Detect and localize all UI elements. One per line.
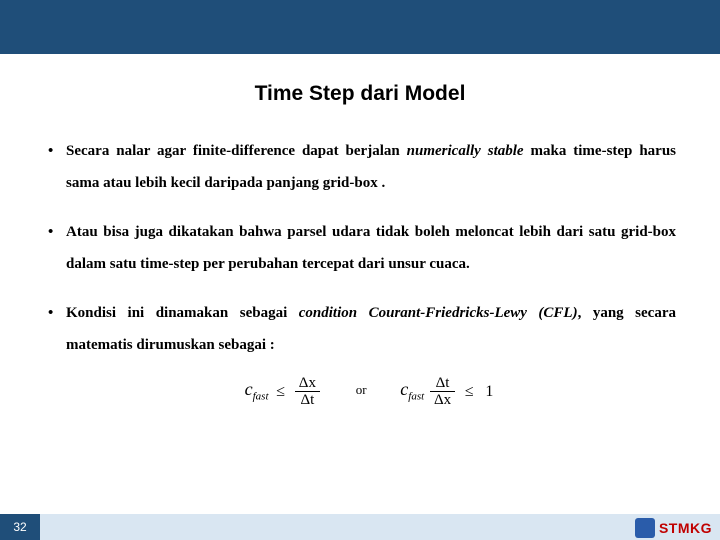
bullet-text-italic: condition Courant-Friedricks-Lewy (CFL) (299, 305, 578, 321)
formula-frac: Δx Δt (295, 375, 320, 409)
logo-badge-icon (635, 518, 655, 538)
cfl-formula: cfast ≤ Δx Δt or cfast Δt Δx (66, 371, 676, 409)
formula-rel: ≤ (465, 375, 474, 409)
bullet-text-pre: Secara nalar agar finite-difference dapa… (66, 143, 407, 159)
header-bar (0, 0, 720, 54)
formula-rel: ≤ (276, 375, 285, 409)
formula-connector: or (356, 376, 367, 403)
slide: Time Step dari Model Secara nalar agar f… (0, 0, 720, 540)
bullet-item: Secara nalar agar finite-difference dapa… (44, 136, 676, 199)
formula-frac: Δt Δx (430, 375, 455, 409)
formula-right: cfast Δt Δx ≤ 1 (400, 371, 497, 409)
formula-var: cfast (245, 379, 269, 399)
page-number: 32 (0, 514, 40, 540)
formula-den: Δx (430, 392, 455, 409)
slide-title: Time Step dari Model (0, 82, 720, 106)
formula-den: Δt (295, 392, 320, 409)
bullet-text-pre: Atau bisa juga dikatakan bahwa parsel ud… (66, 224, 676, 272)
footer-logo: STMKG (635, 518, 712, 538)
formula-rhs: 1 (485, 375, 493, 409)
formula-var: cfast (400, 379, 424, 399)
bullet-text-pre: Kondisi ini dinamakan sebagai (66, 305, 299, 321)
bullet-list: Secara nalar agar finite-difference dapa… (44, 136, 676, 409)
formula-left: cfast ≤ Δx Δt (245, 371, 322, 409)
formula-num: Δt (430, 375, 455, 393)
bullet-item: Atau bisa juga dikatakan bahwa parsel ud… (44, 217, 676, 280)
logo-text: STMKG (659, 521, 712, 535)
bullet-item: Kondisi ini dinamakan sebagai condition … (44, 298, 676, 409)
logo-text-stack: STMKG (659, 521, 712, 535)
content-area: Secara nalar agar finite-difference dapa… (0, 136, 720, 409)
formula-num: Δx (295, 375, 320, 393)
bullet-text-italic: numerically stable (407, 143, 524, 159)
footer-bar: 32 STMKG (0, 514, 720, 540)
